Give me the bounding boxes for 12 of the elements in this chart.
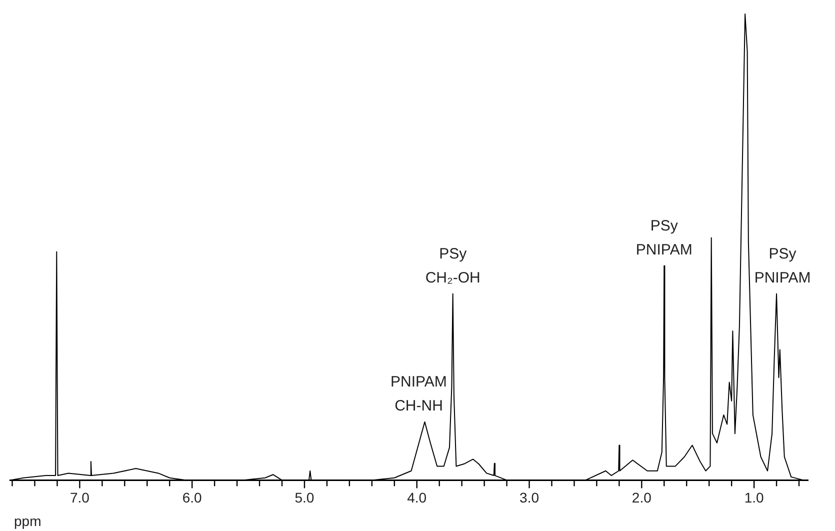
annotation: PSy CH₂-OH xyxy=(425,245,480,286)
x-tick-label: 3.0 xyxy=(520,489,540,506)
annotation: PSy PNIPAM xyxy=(754,245,811,286)
x-tick-label: 4.0 xyxy=(407,489,427,506)
x-tick-label: 1.0 xyxy=(744,489,764,506)
x-tick-label: 5.0 xyxy=(294,489,314,506)
annotation: PNIPAM CH-NH xyxy=(390,374,447,415)
x-axis-title: ppm xyxy=(14,512,42,529)
x-tick-label: 2.0 xyxy=(632,489,652,506)
x-tick-label: 6.0 xyxy=(182,489,202,506)
x-tick-label: 7.0 xyxy=(70,489,90,506)
annotation: PSy PNIPAM xyxy=(636,217,692,258)
